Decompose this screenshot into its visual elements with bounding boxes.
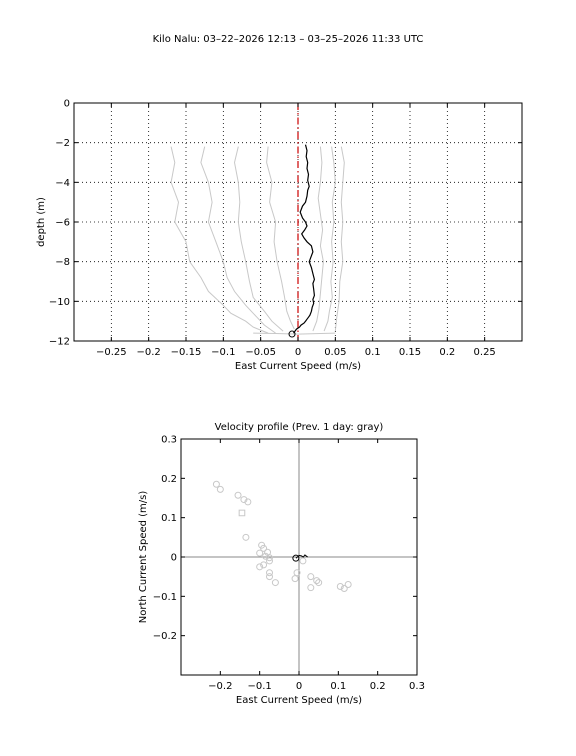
- y-tick-label: 0.3: [161, 435, 177, 446]
- previous-velocity-point: [262, 552, 270, 560]
- x-tick-label: −0.05: [245, 347, 276, 358]
- x-tick-label: 0: [295, 347, 301, 358]
- y-tick-label: 0.1: [161, 513, 177, 524]
- previous-velocity-point: [340, 584, 348, 592]
- previous-velocity-point: [260, 561, 268, 569]
- previous-velocity-point: [291, 575, 299, 583]
- previous-velocity-point: [266, 573, 273, 581]
- previous-profile-line: [233, 146, 284, 332]
- previous-velocity-point: [256, 549, 264, 557]
- y-tick-label: 0.2: [161, 474, 177, 485]
- previous-velocity-point: [266, 557, 273, 565]
- previous-velocity-point: [240, 496, 248, 504]
- x-tick-label: −0.1: [211, 347, 235, 358]
- previous-velocity-point: [299, 557, 307, 565]
- previous-velocity-point: [336, 583, 344, 590]
- previous-velocity-point: [344, 581, 352, 589]
- y-tick-label: −4: [55, 178, 70, 189]
- x-tick-label: 0.25: [474, 347, 496, 358]
- y-tick-label: −10: [49, 297, 70, 308]
- figure-title: Kilo Nalu: 03–22–2026 12:13 – 03–25–2026…: [153, 34, 424, 45]
- x-tick-label: −0.2: [208, 681, 232, 692]
- y-tick-label: −8: [55, 257, 70, 268]
- current-velocity-end-marker: [292, 554, 300, 562]
- chart-title: Velocity profile (Prev. 1 day: gray): [215, 422, 384, 433]
- previous-profile-line: [200, 146, 276, 334]
- previous-profile-line: [170, 146, 269, 334]
- previous-velocity-point: [244, 498, 252, 506]
- y-tick-label: −12: [49, 337, 70, 348]
- y-tick-label: −0.2: [153, 631, 177, 642]
- x-tick-label: 0.05: [324, 347, 346, 358]
- x-axis-label: East Current Speed (m/s): [235, 361, 361, 372]
- previous-profile-line: [334, 146, 345, 332]
- previous-velocity-point: [212, 480, 220, 488]
- previous-velocity-point: [260, 544, 268, 552]
- previous-velocity-point: [307, 573, 315, 581]
- previous-velocity-point: [266, 569, 273, 577]
- x-tick-label: 0.3: [409, 681, 425, 692]
- x-tick-label: −0.1: [248, 681, 272, 692]
- x-tick-label: −0.25: [96, 347, 127, 358]
- current-profile-line: [293, 144, 316, 334]
- y-tick-label: −6: [55, 218, 70, 229]
- depth-profile-chart: −0.25 −0.2 −0.15 −0.1 −0.05 0 0.05 0.1 0.15 0.2 0.…: [36, 99, 523, 372]
- previous-profile-line: [323, 146, 336, 332]
- y-axis-label: depth (m): [36, 197, 47, 247]
- previous-profile-line: [312, 146, 324, 332]
- x-axis-label: East Current Speed (m/s): [236, 695, 362, 706]
- current-profile-end-marker: [288, 330, 296, 338]
- y-tick-label: 0: [171, 553, 177, 564]
- previous-velocity-point: [234, 491, 242, 499]
- previous-velocity-point: [313, 577, 321, 585]
- previous-velocity-point: [293, 569, 301, 577]
- previous-velocity-point: [307, 584, 315, 592]
- x-tick-label: 0.15: [399, 347, 421, 358]
- x-tick-label: 0.2: [439, 347, 455, 358]
- previous-profile-line: [253, 332, 336, 335]
- x-tick-label: −0.15: [171, 347, 202, 358]
- previous-velocity-square: [238, 509, 246, 517]
- current-velocity-line: [295, 554, 308, 559]
- previous-velocity-point: [271, 579, 279, 587]
- previous-velocity-point: [216, 485, 224, 493]
- previous-profile-line: [266, 146, 295, 330]
- y-tick-label: −2: [55, 138, 70, 149]
- x-tick-label: 0: [296, 681, 302, 692]
- previous-velocity-point: [256, 563, 264, 571]
- x-tick-label: 0.2: [370, 681, 386, 692]
- velocity-profile-chart: −0.2 −0.1 0 0.1 0.2 0.3 0.3 0.2 0.1 0 −0.1 −0.2 Velo…: [138, 422, 425, 706]
- x-tick-label: −0.2: [137, 347, 161, 358]
- previous-velocity-point: [266, 554, 273, 562]
- x-tick-label: 0.1: [330, 681, 346, 692]
- x-tick-label: 0.1: [365, 347, 381, 358]
- y-tick-label: 0: [64, 99, 70, 110]
- previous-velocity-point: [242, 533, 250, 541]
- y-tick-label: −0.1: [153, 592, 177, 603]
- y-axis-label: North Current Speed (m/s): [138, 491, 149, 624]
- previous-velocity-point: [315, 579, 323, 587]
